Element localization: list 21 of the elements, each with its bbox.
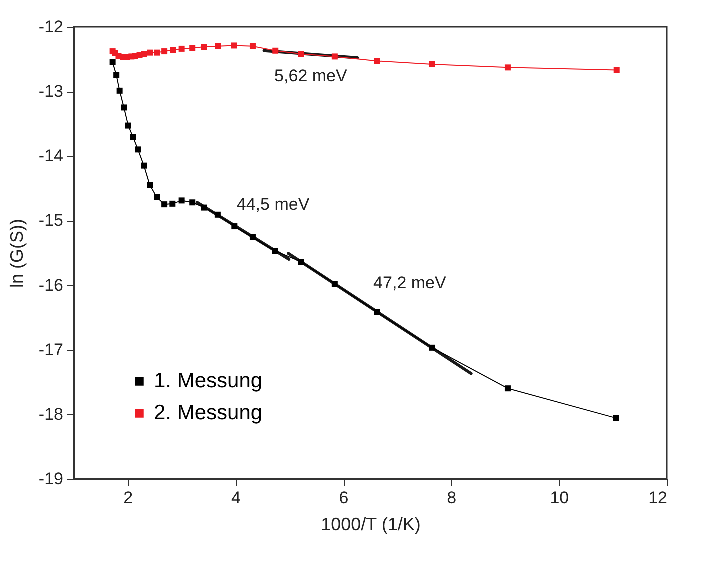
annotation: 47,2 meV [374, 274, 447, 293]
y-tick-label: -14 [38, 146, 64, 166]
x-tick-label: 12 [648, 488, 668, 508]
y-tick-label: -18 [38, 404, 64, 424]
x-tick-label: 6 [339, 488, 349, 508]
x-tick-label: 2 [124, 488, 134, 508]
x-tick-label: 8 [447, 488, 457, 508]
annotation: 5,62 meV [274, 66, 348, 86]
x-tick-label: 4 [231, 488, 241, 508]
y-tick-label: -15 [38, 211, 64, 230]
annotation: 44,5 meV [236, 195, 310, 214]
x-axis-title: 1000/T (1/K) [321, 514, 421, 534]
y-axis-title: ln (G(S)) [6, 219, 27, 288]
legend-label: 1. Messung [154, 370, 263, 392]
x-tick-label: 10 [550, 488, 570, 508]
y-tick-label: -17 [38, 340, 64, 360]
y-tick-label: -16 [38, 276, 64, 295]
y-tick-label: -12 [38, 18, 64, 36]
y-tick-label: -19 [38, 470, 64, 488]
legend-label: 2. Messung [154, 402, 263, 424]
y-tick-label: -13 [38, 82, 64, 102]
